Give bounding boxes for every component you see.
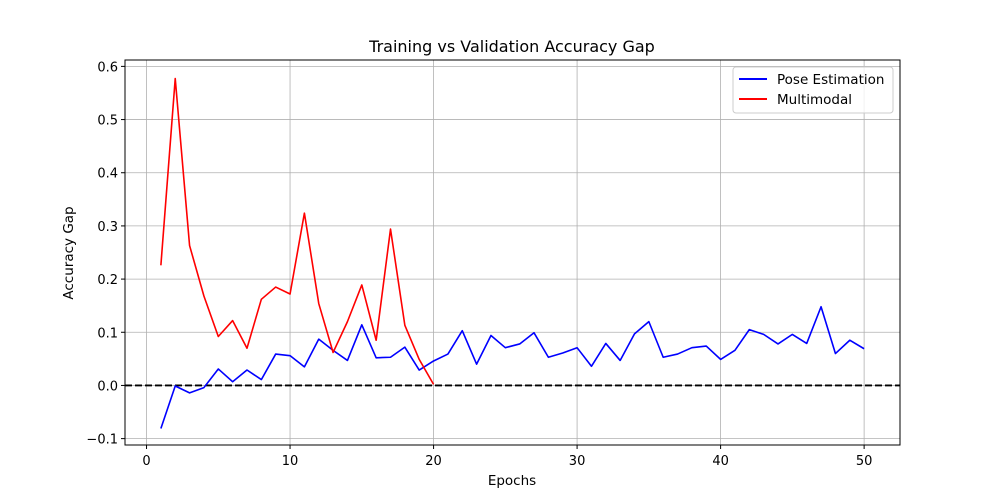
y-axis-label: Accuracy Gap — [61, 206, 77, 299]
x-tick-label: 0 — [142, 454, 150, 469]
legend-label-multimodal: Multimodal — [777, 92, 852, 108]
y-tick-label: 0.4 — [97, 167, 118, 182]
y-tick-label: 0.1 — [97, 326, 118, 341]
x-tick-label: 40 — [712, 454, 729, 469]
x-tick-label: 10 — [282, 454, 299, 469]
legend: Pose Estimation Multimodal — [732, 66, 894, 114]
grid — [125, 60, 900, 445]
y-tick-label: −0.1 — [86, 433, 118, 448]
legend-label-pose-estimation: Pose Estimation — [777, 72, 884, 88]
y-tick-label: 0.6 — [97, 60, 118, 75]
y-tick-label: 0.2 — [97, 273, 118, 288]
series-line-multimodal — [160, 77, 435, 385]
y-tick-label: 0.3 — [97, 220, 118, 235]
legend-box — [732, 66, 894, 114]
x-tick-label: 50 — [856, 454, 873, 469]
plot-frame — [124, 59, 901, 446]
x-tick-label: 20 — [425, 454, 442, 469]
x-axis-label: Epochs — [488, 473, 536, 489]
y-tick-label: 0.0 — [97, 379, 118, 394]
series-line-pose-estimation — [160, 305, 865, 429]
ticks: 0 10 20 30 40 50 −0.1 0.0 0.1 0.2 0.3 0.4 0.5 0.6 — [86, 60, 872, 469]
y-tick-label: 0.5 — [97, 114, 118, 129]
x-tick-label: 30 — [569, 454, 586, 469]
series-layer — [160, 77, 865, 429]
chart-title: Training vs Validation Accuracy Gap — [368, 37, 655, 56]
